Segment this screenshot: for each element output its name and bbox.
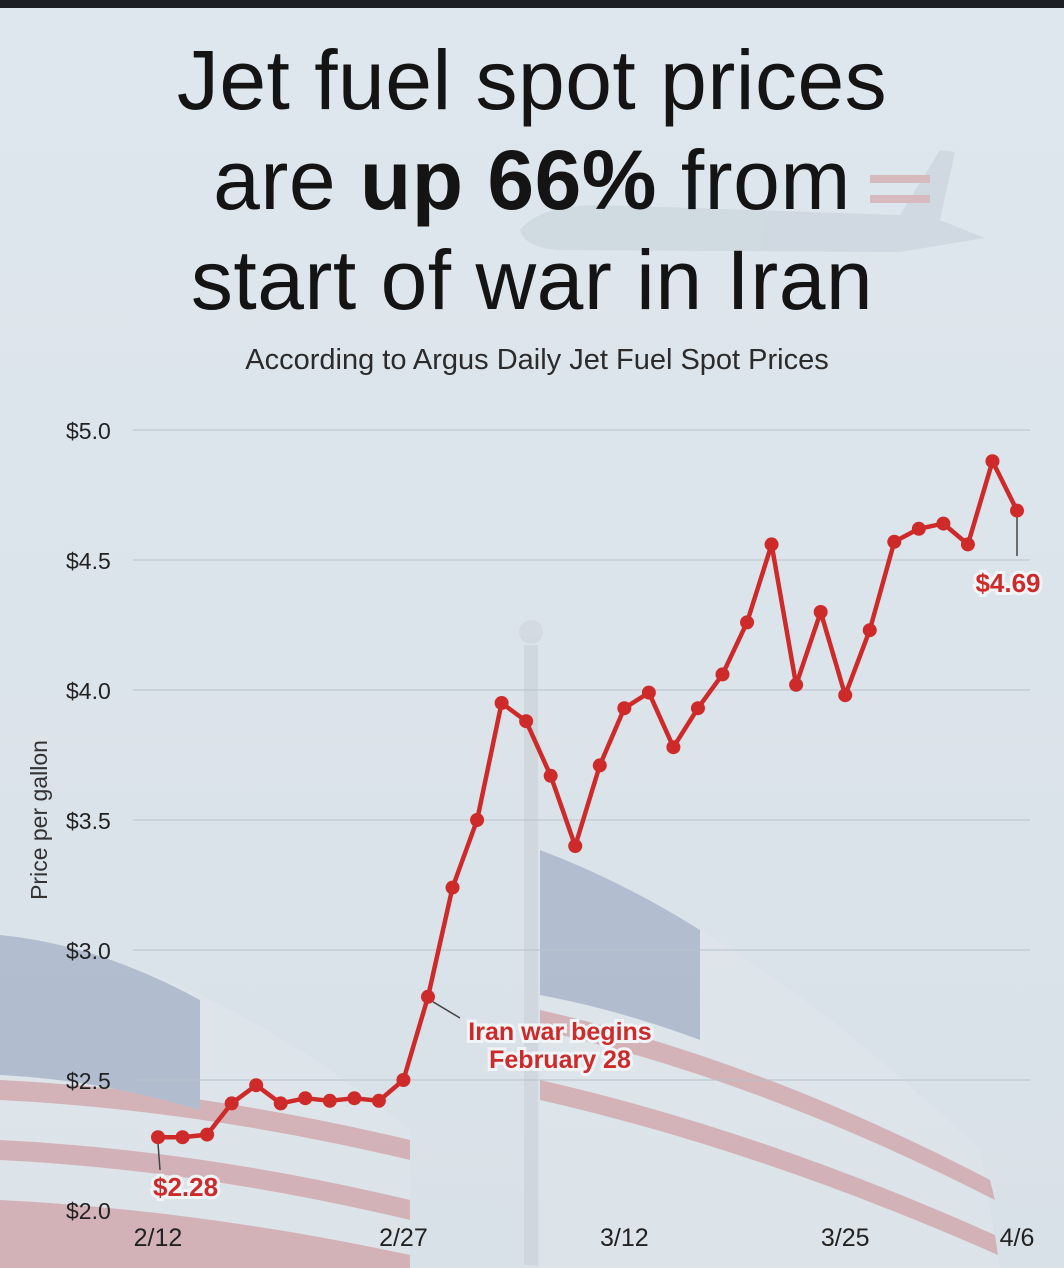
data-point-19 (617, 701, 632, 716)
title-line-3: start of war in Iran (190, 233, 874, 327)
annotation-war-line-2: February 28 (489, 1046, 631, 1074)
data-point-31 (911, 521, 926, 536)
data-point-27 (813, 605, 828, 619)
y-tick-label: $2.0 (66, 1198, 111, 1224)
data-point-14 (494, 696, 509, 710)
data-point-30 (887, 534, 902, 549)
chart-title: Jet fuel spot prices are up 66% from sta… (0, 30, 1064, 330)
x-tick-label: 3/12 (600, 1224, 649, 1252)
data-point-17 (568, 839, 583, 853)
flagpole-graphic (519, 620, 543, 1265)
title-line-2-post: from (657, 133, 851, 227)
y-tick-label: $5.0 (66, 418, 111, 444)
data-point-25 (764, 537, 779, 552)
data-point-33 (960, 537, 975, 552)
x-tick-label: 2/12 (134, 1224, 183, 1252)
annotation-leader-war (432, 1001, 461, 1019)
data-point-9 (371, 1093, 386, 1108)
data-point-20 (641, 685, 656, 700)
data-point-4 (249, 1078, 264, 1093)
data-point-13 (470, 813, 485, 827)
data-point-11 (420, 989, 435, 1004)
y-tick-label: $4.0 (66, 678, 111, 704)
y-tick-label: $3.5 (66, 808, 111, 834)
data-point-6 (298, 1091, 313, 1106)
data-point-15 (519, 714, 534, 729)
data-point-18 (592, 758, 607, 773)
annotation-end-value: $4.69 (975, 568, 1040, 598)
data-point-12 (445, 880, 460, 895)
annotation-war-line-1: Iran war begins (468, 1018, 651, 1046)
data-point-21 (666, 740, 681, 755)
y-tick-label: $2.5 (66, 1068, 111, 1094)
title-line-2: are up 66% from (0, 130, 1064, 230)
data-point-26 (789, 677, 804, 692)
y-tick-label: $3.0 (66, 938, 111, 964)
data-point-0 (151, 1130, 165, 1145)
chart-subtitle: According to Argus Daily Jet Fuel Spot P… (245, 344, 829, 376)
data-point-28 (838, 688, 853, 703)
x-tick-label: 3/25 (821, 1224, 870, 1252)
data-point-5 (273, 1096, 288, 1111)
data-point-16 (543, 768, 558, 783)
annotation-start-value: $2.28 (153, 1172, 218, 1202)
x-tick-label: 4/6 (1000, 1224, 1035, 1252)
data-point-23 (715, 667, 730, 682)
y-axis-label: Price per gallon (26, 740, 52, 900)
y-tick-label: $4.5 (66, 548, 111, 574)
data-point-35 (1010, 503, 1024, 518)
flag-graphic-left (0, 935, 410, 1268)
title-highlight: up 66% (359, 133, 657, 227)
flag-graphic-right (540, 850, 1000, 1268)
data-point-32 (936, 516, 951, 531)
data-point-24 (740, 615, 755, 630)
data-point-1 (175, 1130, 190, 1145)
data-point-3 (224, 1096, 239, 1111)
data-point-29 (862, 623, 877, 638)
data-point-34 (985, 454, 1000, 469)
data-point-8 (347, 1091, 362, 1106)
data-point-2 (200, 1127, 215, 1142)
data-point-22 (690, 701, 705, 716)
airplane-graphic (520, 150, 985, 252)
title-line-1: Jet fuel spot prices (176, 33, 888, 127)
data-point-10 (396, 1073, 411, 1087)
top-border-bar (0, 0, 1064, 8)
annotation-leader-start (157, 1143, 161, 1171)
x-tick-label: 2/27 (379, 1224, 428, 1252)
title-line-2-pre: are (213, 133, 360, 227)
data-point-7 (322, 1093, 337, 1108)
